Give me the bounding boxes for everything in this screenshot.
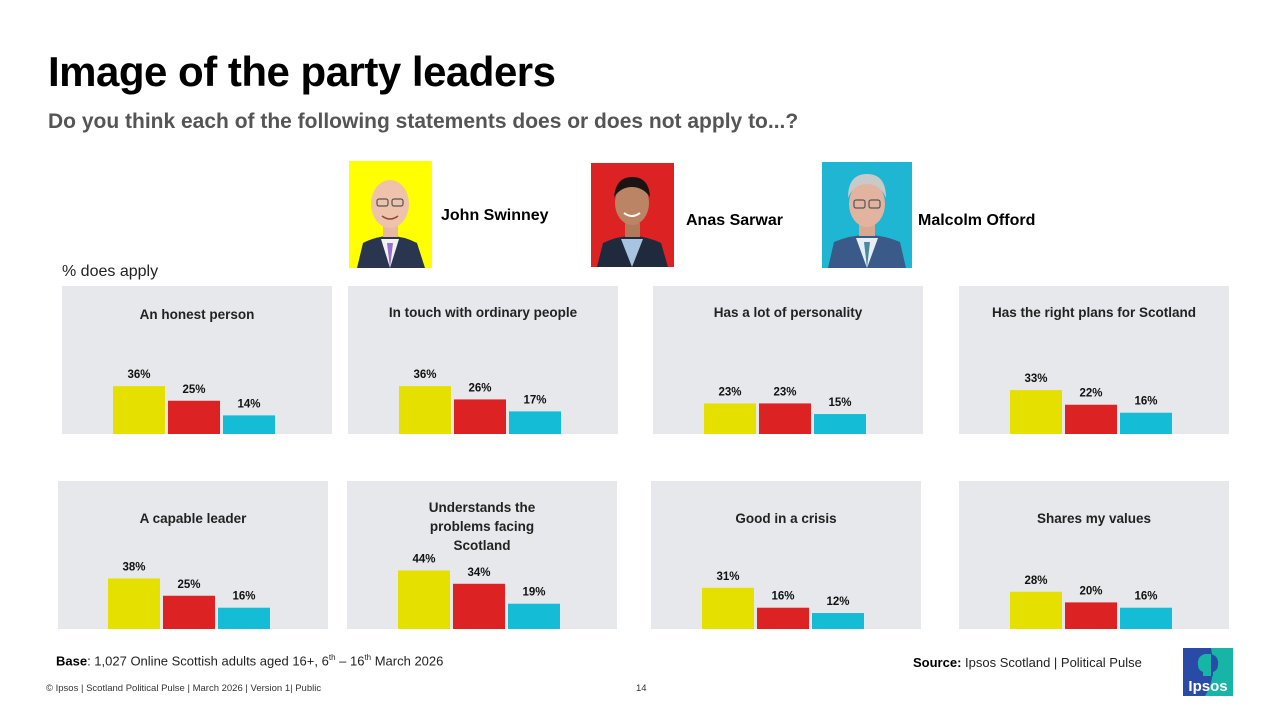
- data-label: 33%: [1024, 373, 1047, 385]
- bar-john-swinney: [1010, 390, 1062, 434]
- chart-panel: Has the right plans for Scotland 33% 22% 1…: [959, 286, 1229, 434]
- base-text: March 2026: [371, 653, 444, 669]
- data-label: 17%: [523, 394, 546, 406]
- base-label: Base: [56, 653, 88, 669]
- unit-label: % does apply: [62, 263, 159, 280]
- data-label: 26%: [468, 382, 491, 394]
- base-sup: th: [364, 653, 372, 662]
- data-label: 23%: [773, 386, 796, 398]
- base-text: : 1,027 Online Scottish adults aged 16+,…: [87, 653, 329, 669]
- bar-malcolm-offord: [509, 411, 561, 434]
- chart-panel: A capable leader 38% 25% 16%: [58, 481, 328, 629]
- page-subtitle: Do you think each of the following state…: [48, 110, 799, 133]
- data-label: 16%: [232, 591, 255, 603]
- source-note: Source: Ipsos Scotland | Political Pulse: [913, 655, 1142, 670]
- data-label: 16%: [1134, 591, 1157, 603]
- panel-plot: 28% 20% 16%: [1010, 575, 1172, 629]
- chart-panel: An honest person 36% 25% 14%: [62, 286, 332, 434]
- logo-text: Ipsos: [1188, 678, 1227, 695]
- bar-john-swinney: [398, 570, 450, 629]
- panel-plot: 23% 23% 15%: [704, 386, 866, 434]
- bar-malcolm-offord: [508, 603, 560, 629]
- data-label: 22%: [1079, 388, 1102, 400]
- bar-anas-sarwar: [1065, 602, 1117, 629]
- bar-malcolm-offord: [814, 414, 866, 434]
- bar-john-swinney: [704, 403, 756, 434]
- data-label: 36%: [127, 369, 150, 381]
- page-title: Image of the party leaders: [48, 48, 556, 95]
- base-note: Base: 1,027 Online Scottish adults aged …: [56, 653, 443, 668]
- ipsos-logo: Ipsos: [1183, 648, 1233, 696]
- page-number: 14: [636, 683, 647, 694]
- bar-john-swinney: [108, 578, 160, 629]
- data-label: 15%: [828, 397, 851, 409]
- panel-plot: 44% 34% 19%: [398, 553, 560, 629]
- panel-title: A capable leader: [139, 511, 247, 526]
- data-label: 38%: [122, 561, 145, 573]
- bar-john-swinney: [113, 386, 165, 434]
- panel-plot: 38% 25% 16%: [108, 561, 270, 629]
- panel-title: Good in a crisis: [735, 511, 837, 526]
- bar-malcolm-offord: [218, 607, 270, 629]
- panel-title: Shares my values: [1036, 511, 1152, 526]
- leader-photo-offord: [822, 162, 912, 268]
- source-label: Source:: [913, 655, 962, 670]
- leader-name-swinney: John Swinney: [441, 207, 549, 224]
- chart-panel: Shares my values 28% 20% 16%: [959, 481, 1229, 629]
- bar-john-swinney: [1010, 591, 1062, 629]
- data-label: 31%: [716, 571, 739, 583]
- chart-panel: In touch with ordinary people 36% 26% 17%: [348, 286, 618, 434]
- data-label: 16%: [771, 591, 794, 603]
- bar-anas-sarwar: [454, 399, 506, 434]
- bar-anas-sarwar: [1065, 404, 1117, 434]
- panel-title: Has a lot of personality: [713, 305, 863, 320]
- data-label: 34%: [467, 567, 490, 579]
- panel-title: An honest person: [139, 307, 255, 322]
- leader-photo-swinney: [349, 161, 432, 268]
- data-label: 14%: [237, 398, 260, 410]
- bar-anas-sarwar: [757, 607, 809, 629]
- panel-plot: 31% 16% 12%: [702, 571, 864, 629]
- bar-anas-sarwar: [163, 595, 215, 629]
- data-label: 28%: [1024, 575, 1047, 587]
- base-text: – 16: [335, 653, 365, 669]
- bar-anas-sarwar: [168, 400, 220, 434]
- panel-title: Understands the problems facing Scotland: [428, 500, 536, 553]
- base-sup: th: [328, 653, 336, 662]
- bar-malcolm-offord: [1120, 412, 1172, 434]
- data-label: 25%: [177, 579, 200, 591]
- leader-photo-sarwar: [591, 163, 674, 270]
- bar-john-swinney: [399, 386, 451, 434]
- bar-malcolm-offord: [223, 415, 275, 434]
- data-label: 19%: [522, 587, 545, 599]
- data-label: 25%: [182, 384, 205, 396]
- leader-name-offord: Malcolm Offord: [918, 212, 1036, 229]
- panel-title: Has the right plans for Scotland: [991, 305, 1197, 320]
- panel-title: In touch with ordinary people: [388, 305, 578, 320]
- panel-plot: 33% 22% 16%: [1010, 373, 1172, 434]
- source-text: Ipsos Scotland | Political Pulse: [961, 655, 1142, 670]
- footer-text: © Ipsos | Scotland Political Pulse | Mar…: [46, 683, 322, 694]
- data-label: 16%: [1134, 396, 1157, 408]
- bar-malcolm-offord: [1120, 607, 1172, 629]
- bar-malcolm-offord: [812, 613, 864, 629]
- chart-panel: Has a lot of personality 23% 23% 15%: [653, 286, 923, 434]
- bar-anas-sarwar: [759, 403, 811, 434]
- panel-plot: 36% 25% 14%: [113, 369, 275, 434]
- data-label: 12%: [826, 596, 849, 608]
- leader-name-sarwar: Anas Sarwar: [686, 212, 783, 229]
- chart-panel: Understands the problems facing Scotland…: [347, 481, 617, 629]
- data-label: 23%: [718, 386, 741, 398]
- data-label: 36%: [413, 369, 436, 381]
- data-label: 44%: [412, 553, 435, 565]
- chart-panel: Good in a crisis 31% 16% 12%: [651, 481, 921, 629]
- bar-anas-sarwar: [453, 583, 505, 629]
- bar-john-swinney: [702, 587, 754, 629]
- panel-plot: 36% 26% 17%: [399, 369, 561, 434]
- data-label: 20%: [1079, 585, 1102, 597]
